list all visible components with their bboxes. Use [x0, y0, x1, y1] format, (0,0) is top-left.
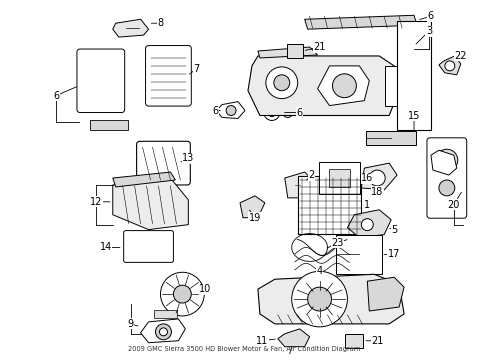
- Text: 4: 4: [316, 266, 322, 276]
- Text: 17: 17: [387, 249, 400, 260]
- Text: 12: 12: [89, 197, 102, 207]
- Polygon shape: [346, 210, 390, 238]
- Circle shape: [273, 75, 289, 91]
- Circle shape: [264, 105, 279, 121]
- Circle shape: [265, 67, 297, 99]
- Text: 22: 22: [453, 51, 466, 61]
- Text: 19: 19: [248, 213, 261, 223]
- Polygon shape: [284, 172, 314, 198]
- Polygon shape: [430, 150, 456, 175]
- Text: 21: 21: [370, 336, 383, 346]
- Text: 10: 10: [199, 284, 211, 294]
- Circle shape: [361, 219, 372, 231]
- Circle shape: [435, 149, 457, 171]
- Circle shape: [368, 170, 385, 186]
- Circle shape: [307, 287, 331, 311]
- Text: 6: 6: [296, 108, 302, 117]
- Bar: [385, 66, 402, 105]
- Text: 3: 3: [425, 26, 431, 36]
- Text: 13: 13: [182, 153, 194, 163]
- Text: 11: 11: [255, 336, 267, 346]
- Polygon shape: [240, 196, 264, 218]
- Polygon shape: [438, 56, 460, 75]
- Text: 6: 6: [427, 11, 433, 21]
- Text: 9: 9: [127, 319, 133, 329]
- Text: 20: 20: [447, 200, 459, 210]
- Text: 6: 6: [212, 105, 218, 116]
- Bar: [153, 310, 177, 318]
- FancyBboxPatch shape: [145, 46, 191, 106]
- Circle shape: [285, 110, 290, 115]
- Bar: [336, 235, 382, 274]
- Text: 15: 15: [407, 111, 419, 121]
- Circle shape: [155, 324, 171, 340]
- Text: 2: 2: [308, 170, 314, 180]
- Circle shape: [332, 74, 356, 98]
- Bar: [318, 162, 360, 194]
- Bar: [286, 44, 302, 58]
- Polygon shape: [304, 15, 416, 29]
- Text: 23: 23: [330, 238, 343, 248]
- Circle shape: [282, 108, 292, 117]
- Circle shape: [438, 180, 454, 196]
- Polygon shape: [113, 172, 175, 187]
- Bar: [90, 121, 127, 130]
- Text: 16: 16: [361, 173, 373, 183]
- FancyBboxPatch shape: [426, 138, 466, 218]
- Polygon shape: [113, 178, 188, 230]
- Circle shape: [159, 328, 167, 336]
- Bar: [345, 334, 363, 348]
- Polygon shape: [247, 56, 398, 116]
- Polygon shape: [216, 102, 244, 118]
- FancyBboxPatch shape: [123, 231, 173, 262]
- Bar: [366, 131, 415, 145]
- Text: 14: 14: [100, 243, 112, 252]
- Text: 7: 7: [193, 64, 199, 74]
- Text: 18: 18: [370, 187, 383, 197]
- Text: 8: 8: [157, 18, 163, 28]
- Text: 6: 6: [53, 91, 59, 101]
- Bar: [396, 21, 430, 130]
- Text: 2009 GMC Sierra 3500 HD Blower Motor & Fan, Air Condition Diagram: 2009 GMC Sierra 3500 HD Blower Motor & F…: [127, 346, 360, 352]
- Polygon shape: [277, 329, 309, 347]
- Circle shape: [173, 285, 191, 303]
- Circle shape: [225, 105, 236, 116]
- FancyBboxPatch shape: [77, 49, 124, 113]
- Polygon shape: [361, 163, 396, 190]
- Polygon shape: [257, 274, 403, 324]
- Text: 21: 21: [313, 42, 325, 52]
- FancyBboxPatch shape: [136, 141, 190, 185]
- Polygon shape: [366, 277, 403, 311]
- Text: 1: 1: [364, 200, 369, 210]
- Circle shape: [444, 61, 454, 71]
- Polygon shape: [141, 319, 185, 343]
- Bar: [297, 176, 361, 234]
- Polygon shape: [113, 19, 148, 37]
- Polygon shape: [257, 47, 317, 58]
- Polygon shape: [317, 66, 368, 105]
- Bar: [328, 169, 350, 187]
- Text: 5: 5: [390, 225, 396, 235]
- Circle shape: [267, 109, 275, 117]
- Circle shape: [291, 271, 346, 327]
- Circle shape: [160, 272, 204, 316]
